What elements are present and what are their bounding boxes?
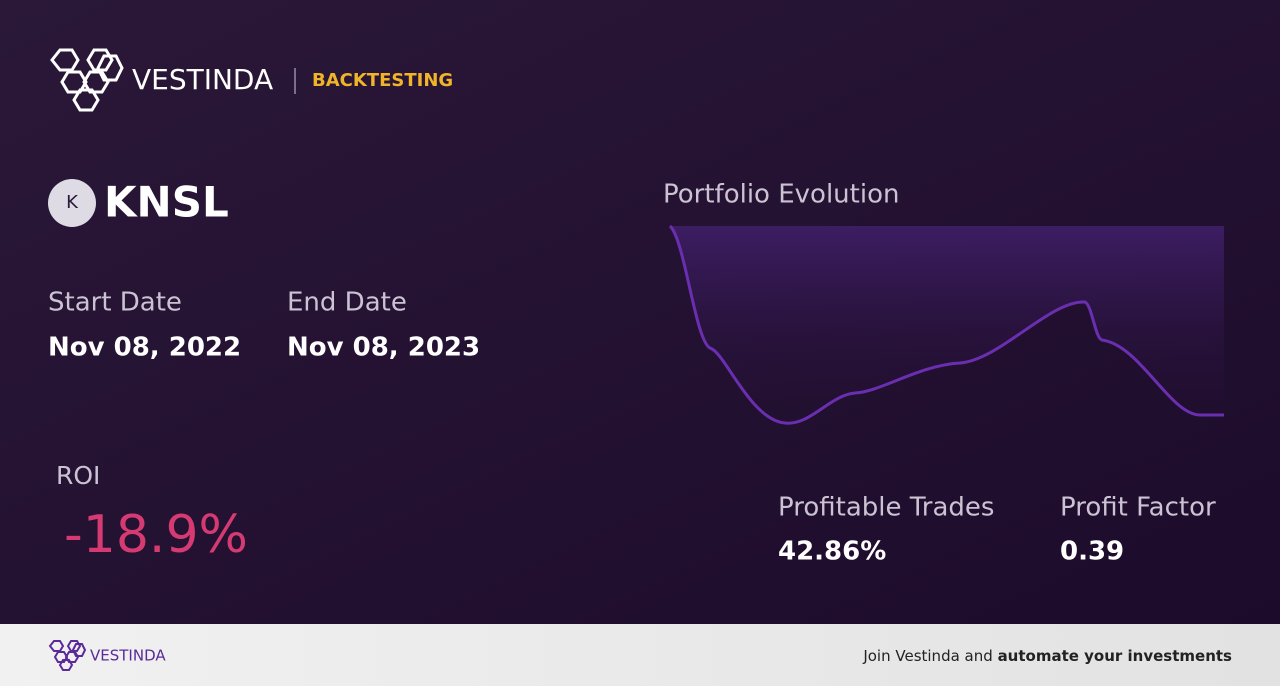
chart-area (670, 226, 1224, 424)
end-label: End Date (287, 288, 407, 318)
cta-bold: automate your investments (998, 647, 1232, 665)
background (0, 0, 1280, 624)
profitable-trades-label: Profitable Trades (778, 493, 994, 523)
chart-line (668, 224, 1224, 425)
asset-icon (48, 179, 96, 227)
logo (50, 48, 124, 112)
footer (0, 624, 1280, 686)
start-label: Start Date (48, 288, 182, 318)
ticker: KNSL (104, 178, 229, 227)
profit-factor-value: 0.39 (1060, 537, 1124, 567)
cta-prefix: Join Vestinda and (862, 647, 992, 665)
footer-brand: VESTINDA (90, 647, 166, 665)
end-value: Nov 08, 2023 (287, 333, 480, 363)
brand: VESTINDA (132, 63, 273, 96)
start-value: Nov 08, 2022 (48, 333, 241, 363)
roi-value: -18.9% (64, 505, 248, 565)
section: BACKTESTING (312, 70, 453, 91)
profitable-trades-value: 42.86% (778, 537, 886, 567)
chart-title: Portfolio Evolution (663, 180, 899, 210)
footer-logo (48, 640, 87, 671)
profit-factor-label: Profit Factor (1060, 493, 1216, 523)
footer-cta: Join Vestinda and automate your investme… (862, 647, 1232, 665)
roi-label: ROI (56, 461, 100, 490)
asset-icon-letter: K (66, 192, 79, 213)
